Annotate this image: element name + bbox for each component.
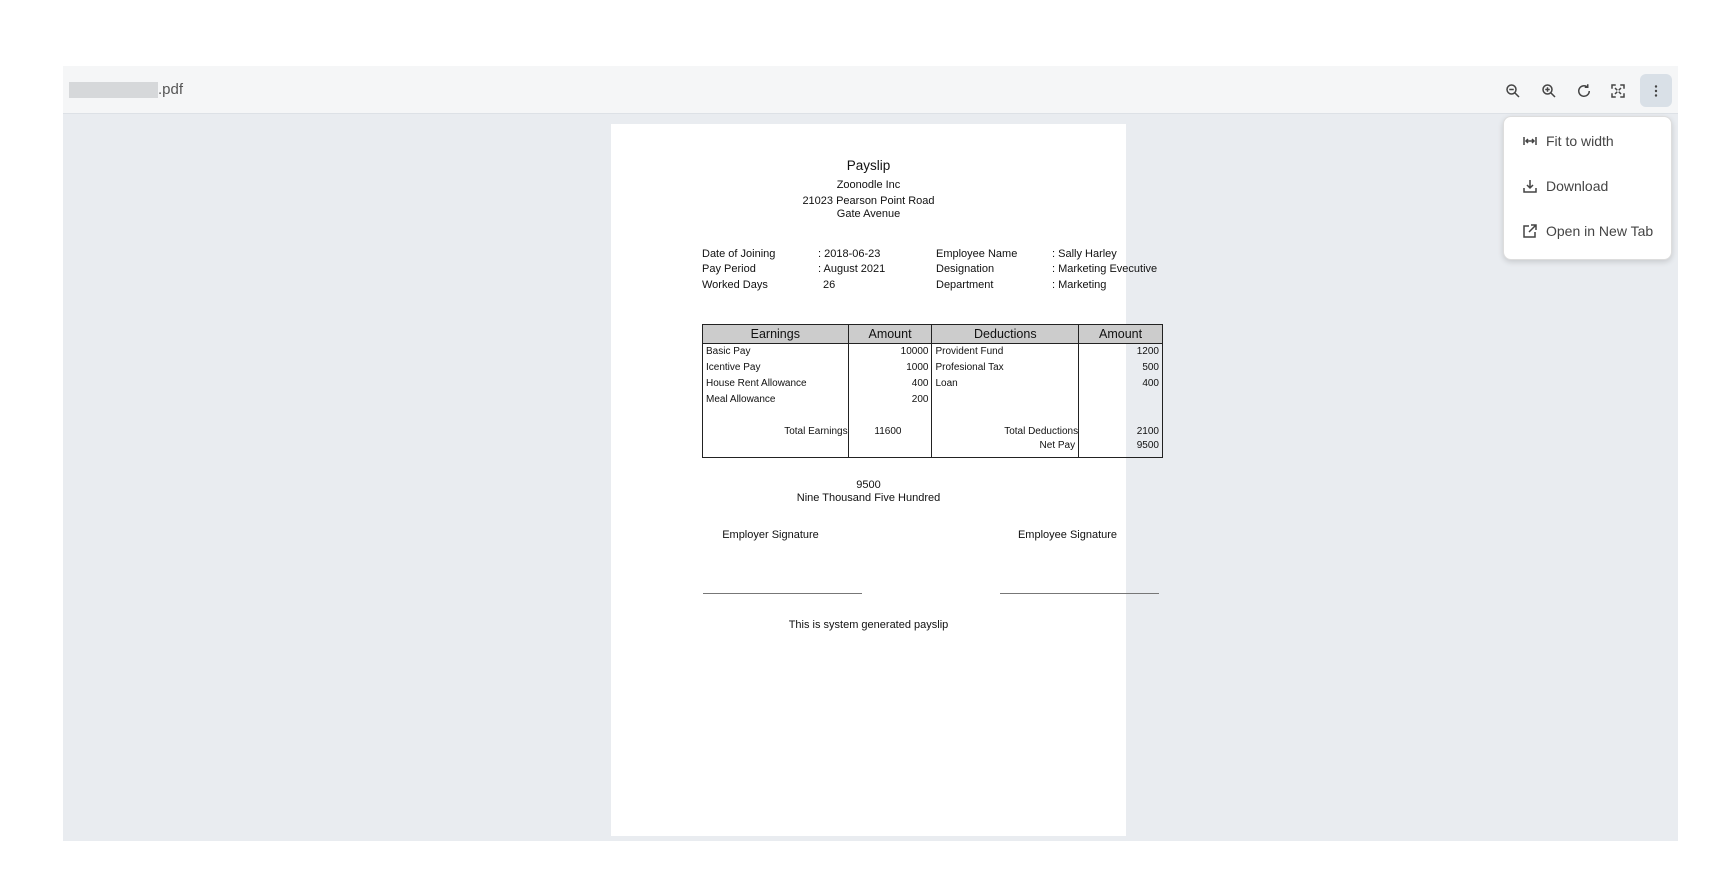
employer-signature-label: Employer Signature (722, 529, 819, 541)
fit-width-icon (1523, 137, 1537, 145)
spacer-row (702, 407, 1163, 424)
menu-item-open-new-tab[interactable]: Open in New Tab (1522, 223, 1653, 239)
employee-signature-label: Employee Signature (1017, 529, 1118, 541)
zoom-out-button[interactable] (1497, 74, 1529, 107)
info-value: 26 (823, 279, 836, 291)
net-amount-words: Nine Thousand Five Hundred (796, 492, 941, 504)
header-deductions: Deductions (931, 324, 1080, 344)
more-options-menu: Fit to width Download Open in New Tab (1503, 116, 1672, 260)
cell: Profesional Tax (931, 359, 1080, 376)
table-row: House Rent Allowance 400 Loan 400 (702, 375, 1163, 392)
cell: 400 (847, 375, 933, 392)
menu-item-label: Fit to width (1546, 133, 1614, 149)
more-options-button[interactable] (1640, 74, 1672, 107)
cell: 400 (1078, 375, 1163, 392)
file-extension: .pdf (158, 81, 184, 98)
table-row: Meal Allowance 200 (702, 391, 1163, 408)
cell (1078, 391, 1163, 408)
menu-item-label: Open in New Tab (1546, 223, 1654, 239)
rotate-button[interactable] (1568, 74, 1600, 107)
cell: 10000 (847, 343, 933, 360)
viewer-toolbar: .pdf (63, 66, 1678, 114)
total-earnings: 11600 (847, 423, 933, 440)
info-value: : Marketing (1052, 279, 1107, 291)
cell: 200 (847, 391, 933, 408)
cell: Provident Fund (931, 343, 1080, 360)
fullscreen-icon (1611, 83, 1625, 98)
info-label: Designation (936, 263, 995, 275)
cell: Meal Allowance (702, 391, 849, 408)
file-name: .pdf (69, 81, 183, 98)
pdf-viewer: .pdf Payslip Zoonodle Inc 21023 Pearson … (63, 66, 1678, 841)
info-value: : Sally Harley (1052, 248, 1117, 260)
totals-row: Total Earnings 11600 Total Deductions 2100 (702, 423, 1163, 440)
cell: Loan (931, 375, 1080, 392)
cell: House Rent Allowance (702, 375, 849, 392)
info-label: Employee Name (936, 248, 1018, 260)
address-line-2: Gate Avenue (836, 208, 901, 220)
info-value: : 2018-06-23 (818, 248, 881, 260)
cell: 1200 (1078, 343, 1163, 360)
net-pay: 9500 (1078, 439, 1163, 458)
header-amount: Amount (847, 324, 933, 344)
total-earnings-label: Total Earnings (702, 423, 849, 440)
cell: 500 (1078, 359, 1163, 376)
payslip-title: Payslip (846, 158, 891, 173)
pdf-page: Payslip Zoonodle Inc 21023 Pearson Point… (611, 124, 1163, 836)
salary-table: Earnings Amount Deductions Amount Basic … (702, 324, 1163, 458)
info-value: : August 2021 (818, 263, 886, 275)
info-label: Worked Days (702, 279, 768, 291)
download-icon (1523, 180, 1537, 193)
address-line-1: 21023 Pearson Point Road (802, 195, 935, 207)
zoom-out-icon (1506, 83, 1520, 98)
menu-item-download[interactable]: Download (1522, 178, 1608, 194)
employee-signature-line (1000, 593, 1159, 594)
cell (931, 391, 1080, 408)
company-name: Zoonodle Inc (836, 179, 901, 191)
table-header: Earnings Amount Deductions Amount (702, 324, 1163, 344)
zoom-in-button[interactable] (1533, 74, 1565, 107)
rotate-icon (1578, 83, 1591, 97)
open-new-tab-icon (1523, 224, 1537, 238)
cell: Basic Pay (702, 343, 849, 360)
more-vertical-icon (1654, 84, 1658, 97)
net-amount: 9500 (856, 479, 881, 491)
menu-item-fit-to-width[interactable]: Fit to width (1522, 133, 1614, 149)
zoom-in-icon (1542, 83, 1556, 98)
footer-note: This is system generated payslip (788, 619, 949, 631)
total-deductions: 2100 (1078, 423, 1163, 440)
header-earnings: Earnings (702, 324, 849, 344)
header-amount: Amount (1078, 324, 1163, 344)
info-label: Department (936, 279, 994, 291)
employer-signature-line (703, 593, 862, 594)
net-pay-row: Net Pay 9500 (702, 439, 1163, 458)
menu-item-label: Download (1546, 178, 1609, 194)
fullscreen-button[interactable] (1602, 74, 1634, 107)
cell: Icentive Pay (702, 359, 849, 376)
table-row: Icentive Pay 1000 Profesional Tax 500 (702, 359, 1163, 376)
info-label: Pay Period (702, 263, 756, 275)
total-deductions-label: Total Deductions (931, 423, 1080, 440)
cell: 1000 (847, 359, 933, 376)
info-label: Date of Joining (702, 248, 776, 260)
table-row: Basic Pay 10000 Provident Fund 1200 (702, 343, 1163, 360)
net-pay-label: Net Pay (931, 439, 1080, 458)
info-value: : Marketing Evecutive (1052, 263, 1158, 275)
redacted-filename (69, 81, 158, 98)
